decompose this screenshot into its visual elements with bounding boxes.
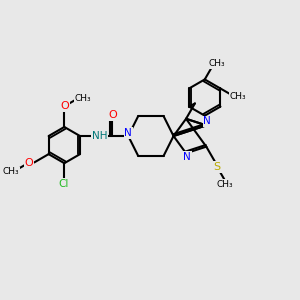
- Text: NH: NH: [92, 131, 107, 141]
- Text: O: O: [108, 110, 117, 120]
- Text: CH₃: CH₃: [75, 94, 91, 103]
- Text: CH₃: CH₃: [2, 167, 19, 176]
- Text: O: O: [60, 101, 69, 111]
- Text: CH₃: CH₃: [230, 92, 246, 101]
- Text: CH₃: CH₃: [216, 180, 233, 189]
- Text: Cl: Cl: [58, 179, 68, 189]
- Text: O: O: [25, 158, 34, 167]
- Text: N: N: [203, 116, 211, 126]
- Text: N: N: [183, 152, 191, 162]
- Text: S: S: [214, 162, 221, 172]
- Text: CH₃: CH₃: [208, 59, 225, 68]
- Text: N: N: [124, 128, 132, 138]
